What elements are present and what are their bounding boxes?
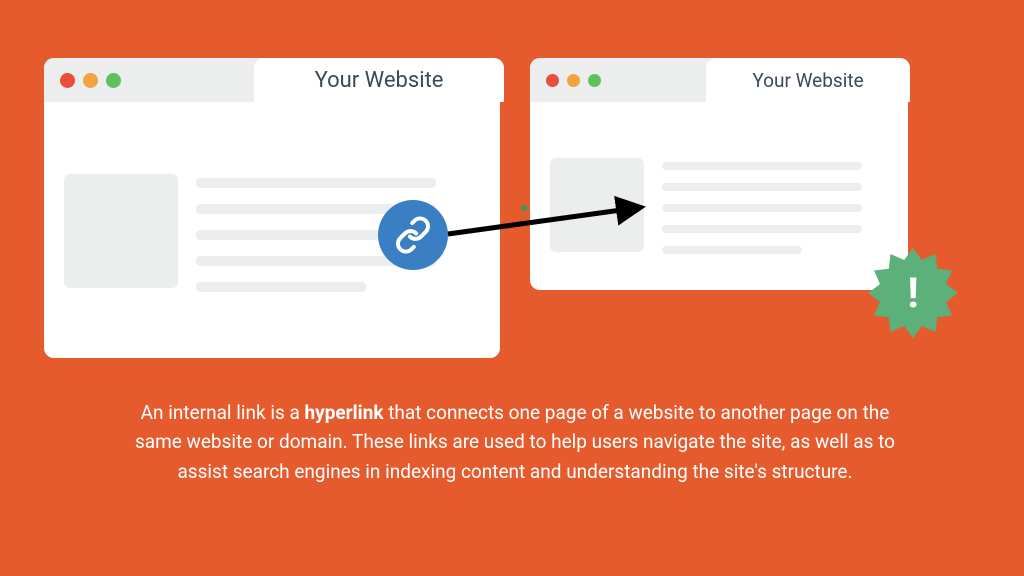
minimize-icon [567,74,580,87]
alert-badge: ! [868,248,958,338]
content-line [662,225,862,233]
infographic-canvas: Your Website Your Website [0,0,1024,576]
content-image-placeholder [64,174,178,288]
tab-title-left: Your Website [315,68,444,93]
traffic-lights-left [60,73,121,88]
browser-tab-left: Your Website [254,58,504,102]
maximize-icon [106,73,121,88]
browser-window-right: Your Website [530,58,908,290]
arrow-icon [428,188,656,254]
browser-header-right: Your Website [530,58,908,102]
alert-exclaim: ! [907,269,918,318]
browser-tab-right: Your Website [706,58,910,102]
content-line [196,178,436,188]
maximize-icon [588,74,601,87]
minimize-icon [83,73,98,88]
desc-bold: hyperlink [305,401,384,424]
browser-header-left: Your Website [44,58,500,102]
close-icon [60,73,75,88]
content-line [662,246,802,254]
content-line [662,204,862,212]
tab-title-right: Your Website [752,69,863,92]
content-lines-right [662,158,888,254]
content-line [196,282,366,292]
content-line [662,162,862,170]
close-icon [546,74,559,87]
traffic-lights-right [546,74,601,87]
desc-before: An internal link is a [141,401,305,424]
content-line [662,183,862,191]
description-text: An internal link is a hyperlink that con… [120,398,910,486]
